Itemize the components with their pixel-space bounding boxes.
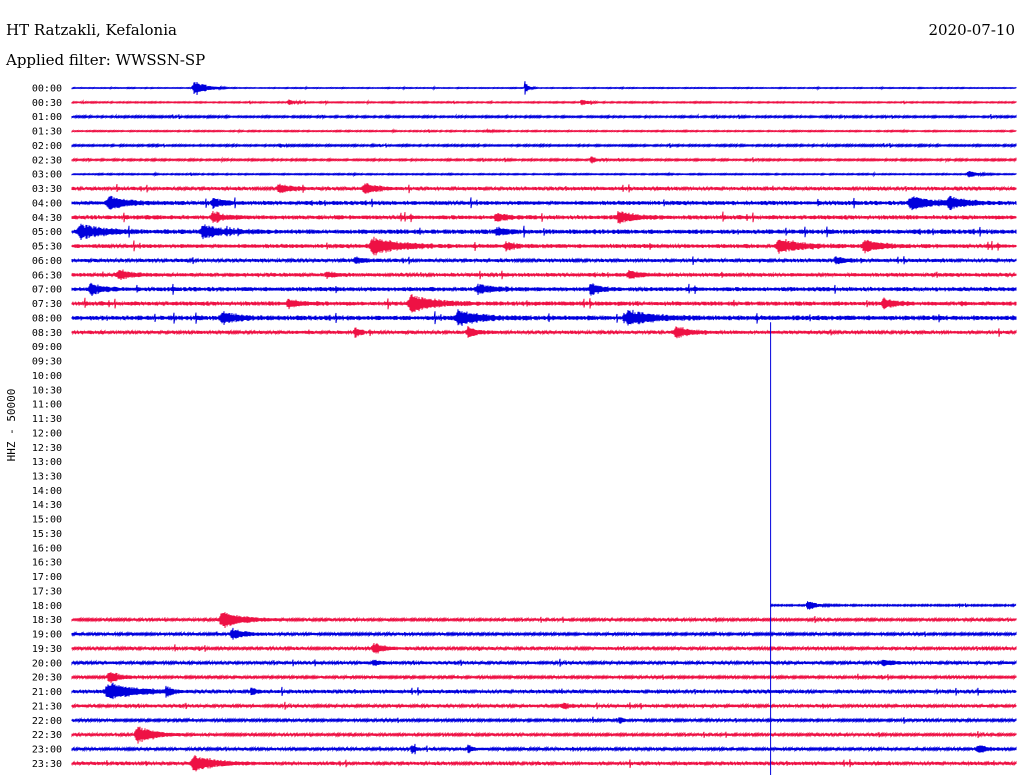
trace-0800 — [71, 309, 1017, 326]
row-label: 08:30 — [32, 328, 62, 339]
row-label: 21:00 — [32, 687, 62, 698]
row-label: 03:00 — [32, 170, 62, 181]
trace-1830 — [71, 612, 1017, 629]
row-label: 14:00 — [32, 486, 62, 497]
row-label: 07:00 — [32, 285, 62, 296]
row-label: 06:30 — [32, 270, 62, 281]
trace-0500 — [71, 223, 1017, 241]
row-labels: 00:00 00:30 01:00 01:30 02:00 02:30 03:00 03:30… — [32, 84, 62, 770]
trace-0430 — [71, 211, 1017, 224]
row-label: 05:30 — [32, 242, 62, 253]
row-label: 11:00 — [32, 400, 62, 411]
row-label: 04:00 — [32, 199, 62, 210]
trace-2200 — [71, 716, 1017, 724]
trace-0530 — [71, 236, 1017, 256]
row-label: 08:00 — [32, 313, 62, 324]
row-label: 23:30 — [32, 759, 62, 770]
row-label: 04:30 — [32, 213, 62, 224]
row-label: 02:30 — [32, 155, 62, 166]
row-label: 22:30 — [32, 730, 62, 741]
trace-0400 — [71, 195, 1017, 211]
seismic-traces — [71, 81, 1017, 775]
trace-0030 — [71, 99, 1017, 106]
row-label: 16:30 — [32, 558, 62, 569]
channel-label: HHZ - 50000 — [5, 389, 18, 462]
trace-0000 — [71, 81, 1017, 96]
row-label: 12:00 — [32, 428, 62, 439]
row-label: 00:00 — [32, 84, 62, 95]
trace-1900 — [71, 627, 1017, 640]
trace-2130 — [71, 701, 1017, 710]
trace-2330 — [71, 755, 1017, 772]
row-label: 20:30 — [32, 673, 62, 684]
trace-0830 — [71, 326, 1017, 339]
row-label: 09:00 — [32, 342, 62, 353]
row-label: 13:30 — [32, 472, 62, 483]
trace-0130 — [71, 128, 1017, 134]
trace-0630 — [71, 269, 1017, 281]
row-label: 09:30 — [32, 357, 62, 368]
row-label: 19:30 — [32, 644, 62, 655]
trace-2000 — [71, 658, 1017, 667]
row-label: 15:00 — [32, 515, 62, 526]
row-label: 17:00 — [32, 572, 62, 583]
station-title: HT Ratzakli, Kefalonia — [6, 21, 177, 39]
trace-2300 — [71, 743, 1017, 755]
row-label: 14:30 — [32, 500, 62, 511]
trace-0700 — [71, 282, 1017, 297]
row-label: 18:00 — [32, 601, 62, 612]
row-label: 19:00 — [32, 630, 62, 641]
row-label: 01:30 — [32, 127, 62, 138]
row-label: 07:30 — [32, 299, 62, 310]
row-label: 11:30 — [32, 414, 62, 425]
trace-2100 — [71, 682, 1017, 700]
filter-label: Applied filter: WWSSN-SP — [6, 51, 206, 69]
row-label: 03:30 — [32, 184, 62, 195]
date-label: 2020-07-10 — [928, 21, 1015, 39]
row-label: 06:00 — [32, 256, 62, 267]
trace-0100 — [71, 113, 1017, 120]
trace-2230 — [71, 726, 1017, 744]
trace-0330 — [71, 183, 1017, 194]
trace-0730 — [71, 294, 1017, 313]
row-label: 13:00 — [32, 457, 62, 468]
row-label: 10:30 — [32, 385, 62, 396]
row-label: 21:30 — [32, 701, 62, 712]
row-label: 00:30 — [32, 98, 62, 109]
row-label: 12:30 — [32, 443, 62, 454]
row-label: 15:30 — [32, 529, 62, 540]
row-label: 20:00 — [32, 658, 62, 669]
trace-1930 — [71, 643, 1017, 654]
row-label: 16:00 — [32, 543, 62, 554]
trace-2030 — [71, 672, 1017, 684]
row-label: 01:00 — [32, 112, 62, 123]
row-label: 23:00 — [32, 745, 62, 756]
trace-0200 — [71, 142, 1017, 149]
trace-1800 — [770, 601, 1017, 610]
trace-0230 — [71, 156, 1017, 164]
row-label: 05:00 — [32, 227, 62, 238]
row-label: 02:00 — [32, 141, 62, 152]
row-label: 17:30 — [32, 587, 62, 598]
row-label: 18:30 — [32, 615, 62, 626]
row-label: 22:00 — [32, 716, 62, 727]
row-label: 10:00 — [32, 371, 62, 382]
trace-0300 — [71, 171, 1017, 178]
trace-0600 — [71, 256, 1017, 265]
